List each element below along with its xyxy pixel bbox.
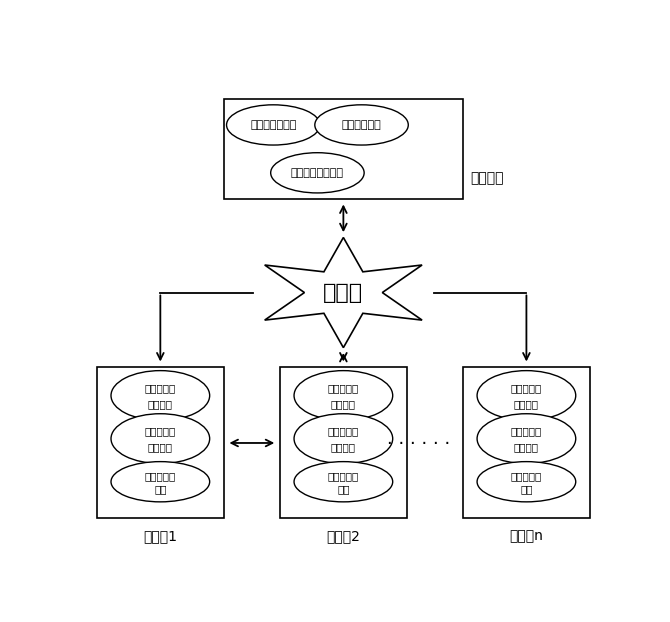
Bar <box>96 367 224 518</box>
Text: 节点初始化: 节点初始化 <box>145 471 176 481</box>
Text: 仿真器n: 仿真器n <box>509 530 543 544</box>
Text: 仿真器2: 仿真器2 <box>326 530 360 544</box>
Text: 模块: 模块 <box>520 484 533 494</box>
Ellipse shape <box>477 462 576 502</box>
Text: 更新模块: 更新模块 <box>148 399 173 409</box>
Text: 同步模块: 同步模块 <box>514 442 539 452</box>
Text: 更新模块: 更新模块 <box>331 399 356 409</box>
Text: 仿真器状态: 仿真器状态 <box>511 426 542 436</box>
Text: 仿真器状态: 仿真器状态 <box>328 426 359 436</box>
Text: 仿真器状态: 仿真器状态 <box>145 426 176 436</box>
Ellipse shape <box>477 371 576 420</box>
Text: 仿真器状态: 仿真器状态 <box>511 383 542 393</box>
Ellipse shape <box>294 371 393 420</box>
Text: 节点初始化: 节点初始化 <box>328 471 359 481</box>
Text: 仿真器状态: 仿真器状态 <box>145 383 176 393</box>
Text: 以太网: 以太网 <box>324 282 363 302</box>
Text: 主控制器模块: 主控制器模块 <box>342 120 381 130</box>
Text: 节点初始化模块: 节点初始化模块 <box>250 120 296 130</box>
Text: . . . . . .: . . . . . . <box>387 430 450 448</box>
Text: 模块: 模块 <box>154 484 167 494</box>
Ellipse shape <box>226 105 320 145</box>
Ellipse shape <box>315 105 408 145</box>
Polygon shape <box>265 238 422 348</box>
Text: 同步模块: 同步模块 <box>331 442 356 452</box>
Text: 更新模块: 更新模块 <box>514 399 539 409</box>
Text: 模块: 模块 <box>337 484 350 494</box>
Ellipse shape <box>111 371 210 420</box>
Ellipse shape <box>477 414 576 463</box>
Text: 仿真器状态: 仿真器状态 <box>328 383 359 393</box>
Text: 仿真时钟同步模块: 仿真时钟同步模块 <box>291 168 344 178</box>
Ellipse shape <box>111 414 210 463</box>
Bar <box>463 367 590 518</box>
Ellipse shape <box>111 462 210 502</box>
Text: 同步模块: 同步模块 <box>148 442 173 452</box>
Ellipse shape <box>294 462 393 502</box>
Bar <box>280 367 407 518</box>
Text: 主控制器: 主控制器 <box>470 171 504 185</box>
Ellipse shape <box>294 414 393 463</box>
Bar <box>224 98 463 199</box>
Ellipse shape <box>271 153 364 193</box>
Text: 节点初始化: 节点初始化 <box>511 471 542 481</box>
Text: 仿真器1: 仿真器1 <box>143 530 178 544</box>
